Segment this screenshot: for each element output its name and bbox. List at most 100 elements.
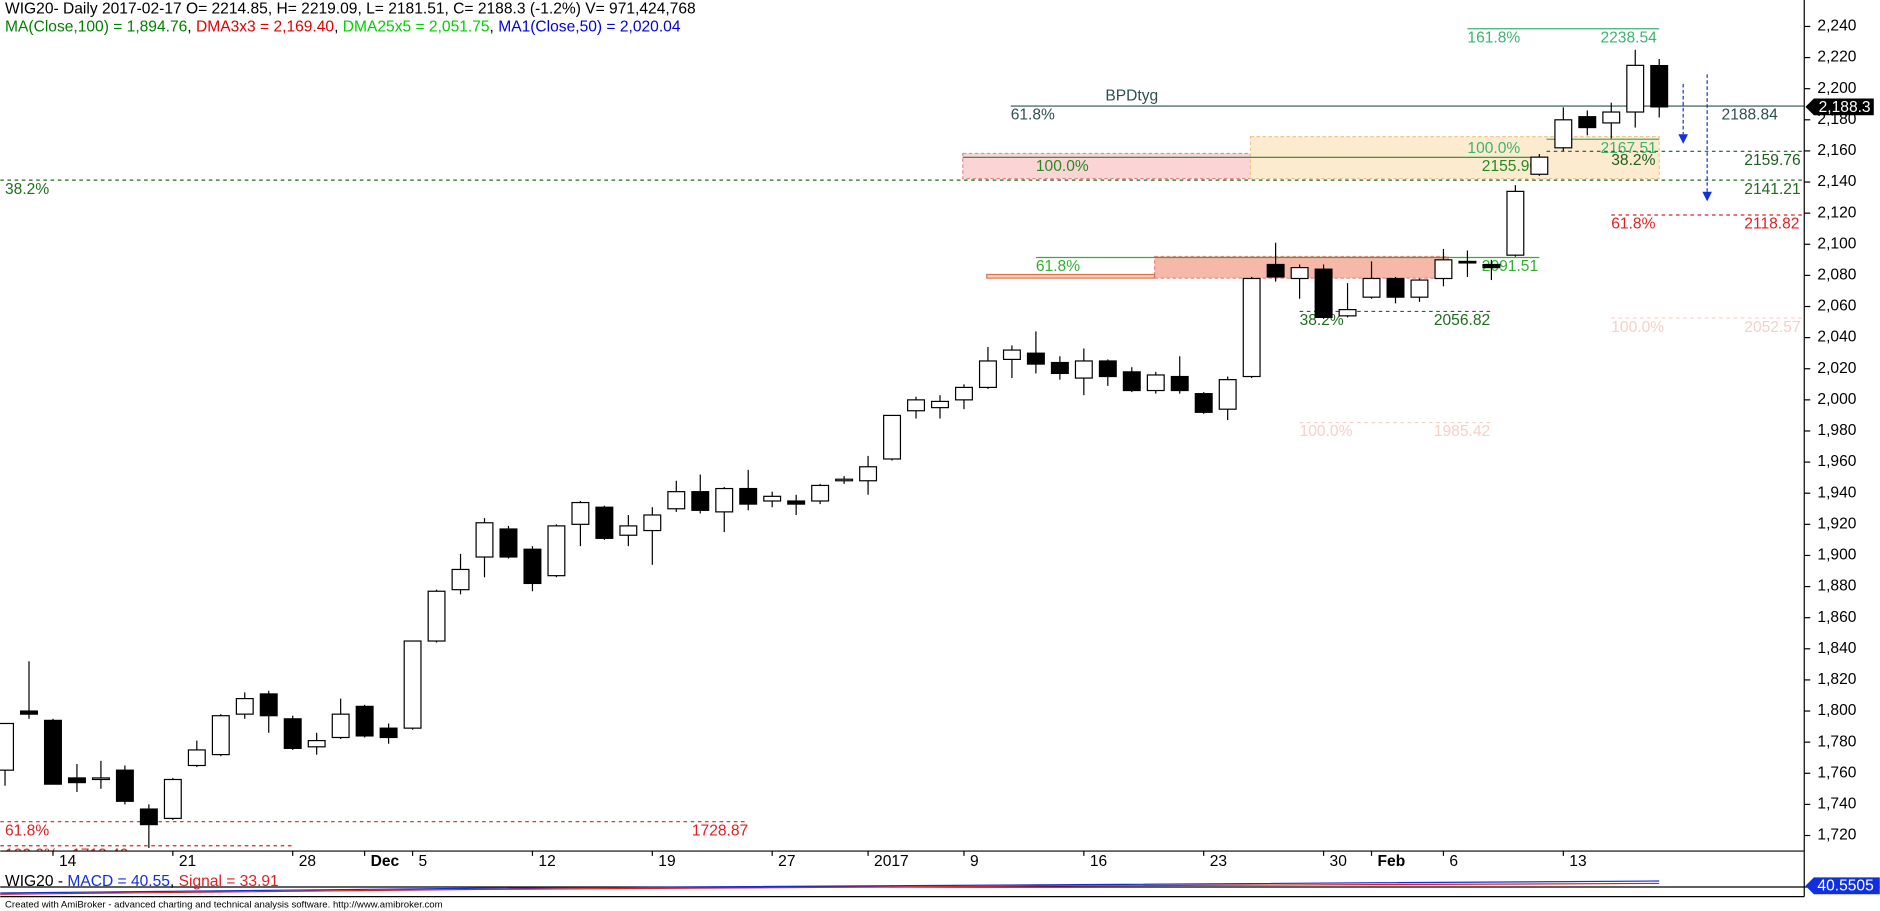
candle-body bbox=[259, 693, 278, 717]
candle-body bbox=[715, 487, 734, 513]
macd-value: MACD = 40.55 bbox=[67, 873, 170, 890]
header-line: WIG20- Daily 2017-02-17 O= 2214.85, H= 2… bbox=[5, 1, 696, 18]
y-tick-label: 2,160 bbox=[1817, 142, 1856, 159]
level-label: 2159.76 bbox=[1744, 152, 1800, 169]
candle-body bbox=[283, 718, 302, 749]
level-pct: 100.0% bbox=[1611, 319, 1664, 336]
level-label: 2167.51 bbox=[1600, 140, 1656, 157]
candle-body bbox=[859, 466, 878, 482]
candle-body bbox=[20, 710, 38, 715]
y-tick-label: 2,200 bbox=[1817, 80, 1856, 97]
candle-body bbox=[91, 777, 110, 781]
y-tick-label: 1,740 bbox=[1817, 795, 1856, 812]
candle-body bbox=[595, 506, 614, 539]
candle-body bbox=[763, 495, 782, 502]
y-tick-label: 1,760 bbox=[1817, 764, 1856, 781]
y-tick-label: 2,120 bbox=[1817, 204, 1856, 221]
candle-body bbox=[1314, 268, 1333, 318]
price-marker bbox=[1805, 98, 1874, 116]
indicator: DMA3x3 = 2,169.40 bbox=[196, 19, 334, 36]
y-tick-label: 1,940 bbox=[1817, 484, 1856, 501]
candle-body bbox=[211, 715, 230, 756]
level-pct: 61.8% bbox=[1611, 216, 1655, 233]
candle-body bbox=[691, 491, 710, 511]
candle-body bbox=[1578, 116, 1597, 129]
x-tick-label: 14 bbox=[59, 853, 77, 870]
candle-body bbox=[1338, 309, 1357, 317]
candle-body bbox=[1290, 267, 1309, 280]
x-tick-label: Dec bbox=[371, 853, 400, 870]
y-tick-label: 1,820 bbox=[1817, 671, 1856, 688]
candle-body bbox=[1434, 259, 1453, 280]
candle-body bbox=[43, 719, 62, 785]
x-tick-label: 30 bbox=[1330, 853, 1348, 870]
candle-body bbox=[1122, 371, 1141, 392]
y-tick-label: 2,000 bbox=[1817, 391, 1856, 408]
level-label: 2091.51 bbox=[1482, 258, 1538, 275]
level-pct: 38.2% bbox=[5, 181, 49, 198]
candle-body bbox=[883, 414, 902, 460]
y-tick-label: 1,840 bbox=[1817, 640, 1856, 657]
candle-body bbox=[499, 528, 518, 558]
indicator: MA(Close,100) = 1,894.76 bbox=[5, 19, 187, 36]
candle-body bbox=[1218, 379, 1237, 410]
level-label: 2141.21 bbox=[1744, 181, 1800, 198]
separator: , bbox=[490, 19, 499, 36]
price-marker-label: 2,188.3 bbox=[1819, 99, 1871, 116]
candle-body bbox=[954, 386, 973, 401]
macd-name: WIG20 - bbox=[5, 873, 67, 890]
candle-body bbox=[1266, 263, 1285, 278]
y-tick-label: 2,220 bbox=[1817, 49, 1856, 66]
y-tick-label: 2,100 bbox=[1817, 235, 1856, 252]
level-label: 2056.82 bbox=[1434, 312, 1490, 329]
candle-body bbox=[187, 749, 206, 767]
candle-body bbox=[0, 722, 15, 771]
candle-body bbox=[787, 500, 806, 505]
level-pct: 61.8% bbox=[1036, 258, 1080, 275]
y-tick-label: 1,780 bbox=[1817, 733, 1856, 750]
x-tick-label: 13 bbox=[1569, 853, 1586, 870]
indicator: DMA25x5 = 2,051.75 bbox=[343, 19, 490, 36]
y-tick-label: 2,060 bbox=[1817, 298, 1856, 315]
level-pct: 100.0% bbox=[1467, 140, 1520, 157]
y-tick-label: 1,920 bbox=[1817, 515, 1856, 532]
level-name: BPDtyg bbox=[1105, 88, 1158, 105]
x-tick-label: 9 bbox=[970, 853, 979, 870]
level-label: 1713.40 bbox=[72, 846, 129, 863]
candle-body bbox=[427, 590, 446, 642]
candle-body bbox=[1410, 279, 1429, 298]
candle-body bbox=[931, 400, 949, 409]
candle-body bbox=[1194, 393, 1213, 413]
level-pct: 100.0% bbox=[5, 846, 58, 863]
y-ticks: 1,720 1,740 1,760 1,780 1,800 1,820 1,840 1,860… bbox=[1804, 18, 1857, 844]
level-pct: 61.8% bbox=[5, 822, 49, 839]
candle-body bbox=[1554, 119, 1573, 149]
x-tick-label: 6 bbox=[1449, 853, 1458, 870]
level-pct: 38.2% bbox=[1300, 312, 1344, 329]
candle-body bbox=[571, 501, 590, 525]
x-tick-label: 27 bbox=[778, 853, 795, 870]
y-tick-label: 1,900 bbox=[1817, 547, 1856, 564]
candle-body bbox=[355, 705, 374, 737]
candle-body bbox=[1482, 263, 1501, 269]
x-tick-label: 2017 bbox=[874, 853, 909, 870]
footer: Created with AmiBroker - advanced charti… bbox=[5, 900, 443, 911]
signal-line bbox=[0, 882, 1660, 895]
level-pct: 100.0% bbox=[1300, 423, 1353, 440]
level-label: 2155.90 bbox=[1482, 158, 1539, 175]
candle-body bbox=[403, 640, 422, 729]
candles bbox=[0, 49, 1669, 848]
candle-body bbox=[1098, 360, 1117, 378]
macd-marker bbox=[1805, 877, 1880, 895]
candle-body bbox=[1146, 374, 1165, 392]
candle-body bbox=[163, 778, 182, 819]
candle-body bbox=[667, 491, 686, 510]
candle-body bbox=[475, 522, 494, 558]
candle-body bbox=[379, 727, 398, 739]
arrows bbox=[1678, 74, 1712, 202]
candle-body bbox=[1650, 64, 1669, 108]
macd-sep: , bbox=[170, 873, 179, 890]
candle-body bbox=[1602, 111, 1621, 124]
candle-body bbox=[643, 514, 662, 532]
candle-body bbox=[739, 487, 758, 505]
